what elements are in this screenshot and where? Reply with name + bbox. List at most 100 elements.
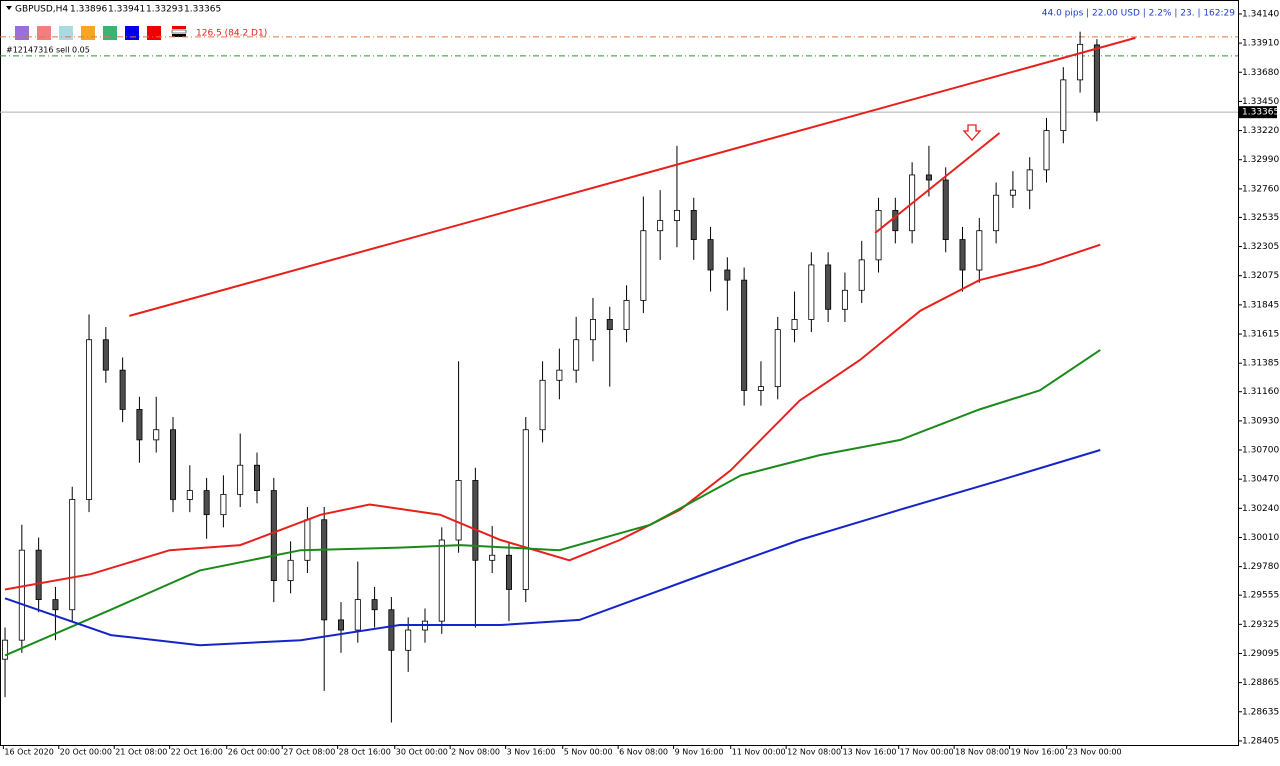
candle-body [757,386,764,391]
candle-body [573,339,580,371]
y-tick-label: 1.28635 [1242,707,1279,717]
y-tick-label: 1.34140 [1242,9,1279,19]
y-tick-label: 1.30700 [1242,446,1279,456]
candle-body [35,549,42,601]
candle-body [321,519,328,621]
candle-body [707,239,714,271]
candle-body [489,554,496,561]
y-tick-label: 1.32760 [1242,184,1279,194]
y-tick-label: 1.30240 [1242,504,1279,514]
color-swatch[interactable] [147,26,161,40]
candle-body [136,409,143,441]
candle-body [119,369,126,410]
x-tick-label: 27 Oct 08:00 [283,748,335,757]
trend-line [874,132,1001,234]
candle-body [589,319,596,341]
candle-body [825,264,832,310]
x-tick-label: 6 Nov 08:00 [619,748,668,757]
candle-body [254,464,261,491]
candle-body [455,480,462,541]
color-swatch[interactable] [37,26,51,40]
y-tick-label: 1.29325 [1242,620,1279,630]
x-tick-label: 23 Nov 00:00 [1068,748,1122,757]
candle-body [623,300,630,330]
x-tick-label: 13 Nov 16:00 [843,748,897,757]
candle-body [791,319,798,330]
ohlc-high: 1.33941 [108,5,145,15]
candle-body [1043,130,1050,171]
candle-body [388,609,395,651]
symbol: GBPUSD,H4 [15,5,68,15]
color-swatch[interactable] [15,26,29,40]
candle-body [1060,79,1067,131]
y-tick-label: 1.33220 [1242,126,1279,136]
x-tick-label: 11 Nov 00:00 [732,748,786,757]
candle-body [858,259,865,291]
y-tick-label: 1.32990 [1242,155,1279,165]
y-tick-label: 1.30930 [1242,416,1279,426]
x-tick-label: 19 Nov 16:00 [1011,748,1065,757]
color-swatch[interactable] [81,26,95,40]
x-tick-label: 9 Nov 16:00 [675,748,724,757]
candle-body [69,499,76,611]
moving-average [4,349,1101,657]
candle-body [724,269,731,281]
candle-body [539,379,546,431]
candle-body [959,239,966,271]
candle-body [942,179,949,240]
candle-body [102,339,109,371]
flag-icon[interactable] [171,26,187,37]
y-tick-label: 1.31615 [1242,330,1279,340]
candle-body [405,629,412,651]
candle-body [270,490,277,581]
color-swatch[interactable] [125,26,139,40]
y-tick-label: 1.28865 [1242,678,1279,688]
y-tick-label: 1.31385 [1242,359,1279,369]
trade-info: 44.0 pips | 22.00 USD | 2.2% | 23. | 162… [1042,9,1236,19]
candle-body [18,549,25,641]
candle-body [52,599,59,611]
candle-body [993,194,1000,232]
menu-triangle[interactable] [6,6,12,10]
candle-body [337,619,344,631]
y-tick-label: 1.31845 [1242,300,1279,310]
ohlc-low: 1.33293 [146,5,183,15]
candle-body [976,230,983,271]
y-tick-label: 1.33680 [1242,68,1279,78]
x-tick-label: 20 Oct 00:00 [60,748,112,757]
candle-body [690,210,697,240]
order-label: #12147316 sell 0.05 [6,46,90,55]
trend-line [129,36,1136,317]
x-tick-label: 3 Nov 16:00 [507,748,556,757]
candle-body [556,369,563,381]
candle-body [774,329,781,388]
y-tick-label: 1.31160 [1242,387,1279,397]
moving-average [4,243,1101,591]
y-tick-label: 1.30010 [1242,533,1279,543]
y-tick-label: 1.33910 [1242,39,1279,49]
candle-body [170,429,177,500]
x-tick-label: 16 Oct 2020 [4,748,53,757]
y-tick-label: 1.33450 [1242,97,1279,107]
y-tick-label: 1.32305 [1242,242,1279,252]
y-tick-label: 1.32535 [1242,213,1279,223]
candle-body [808,264,815,320]
candle-body [1077,43,1084,81]
candle-body [2,639,9,660]
x-tick-label: 28 Oct 16:00 [339,748,391,757]
x-tick-label: 26 Oct 00:00 [228,748,280,757]
color-swatch[interactable] [103,26,117,40]
candle-body [153,429,160,441]
candle-body [741,279,748,391]
x-tick-label: 5 Nov 00:00 [564,748,613,757]
price-tag [1239,106,1277,119]
x-tick-label: 30 Oct 00:00 [396,748,448,757]
x-tick-label: 22 Oct 16:00 [171,748,223,757]
x-tick-label: 2 Nov 08:00 [451,748,500,757]
y-tick-label: 1.29780 [1242,562,1279,572]
sell-arrow [962,124,982,141]
color-swatch[interactable] [59,26,73,40]
x-tick-label: 18 Nov 08:00 [955,748,1009,757]
candle-body [1009,189,1016,196]
candle-body [186,490,193,500]
